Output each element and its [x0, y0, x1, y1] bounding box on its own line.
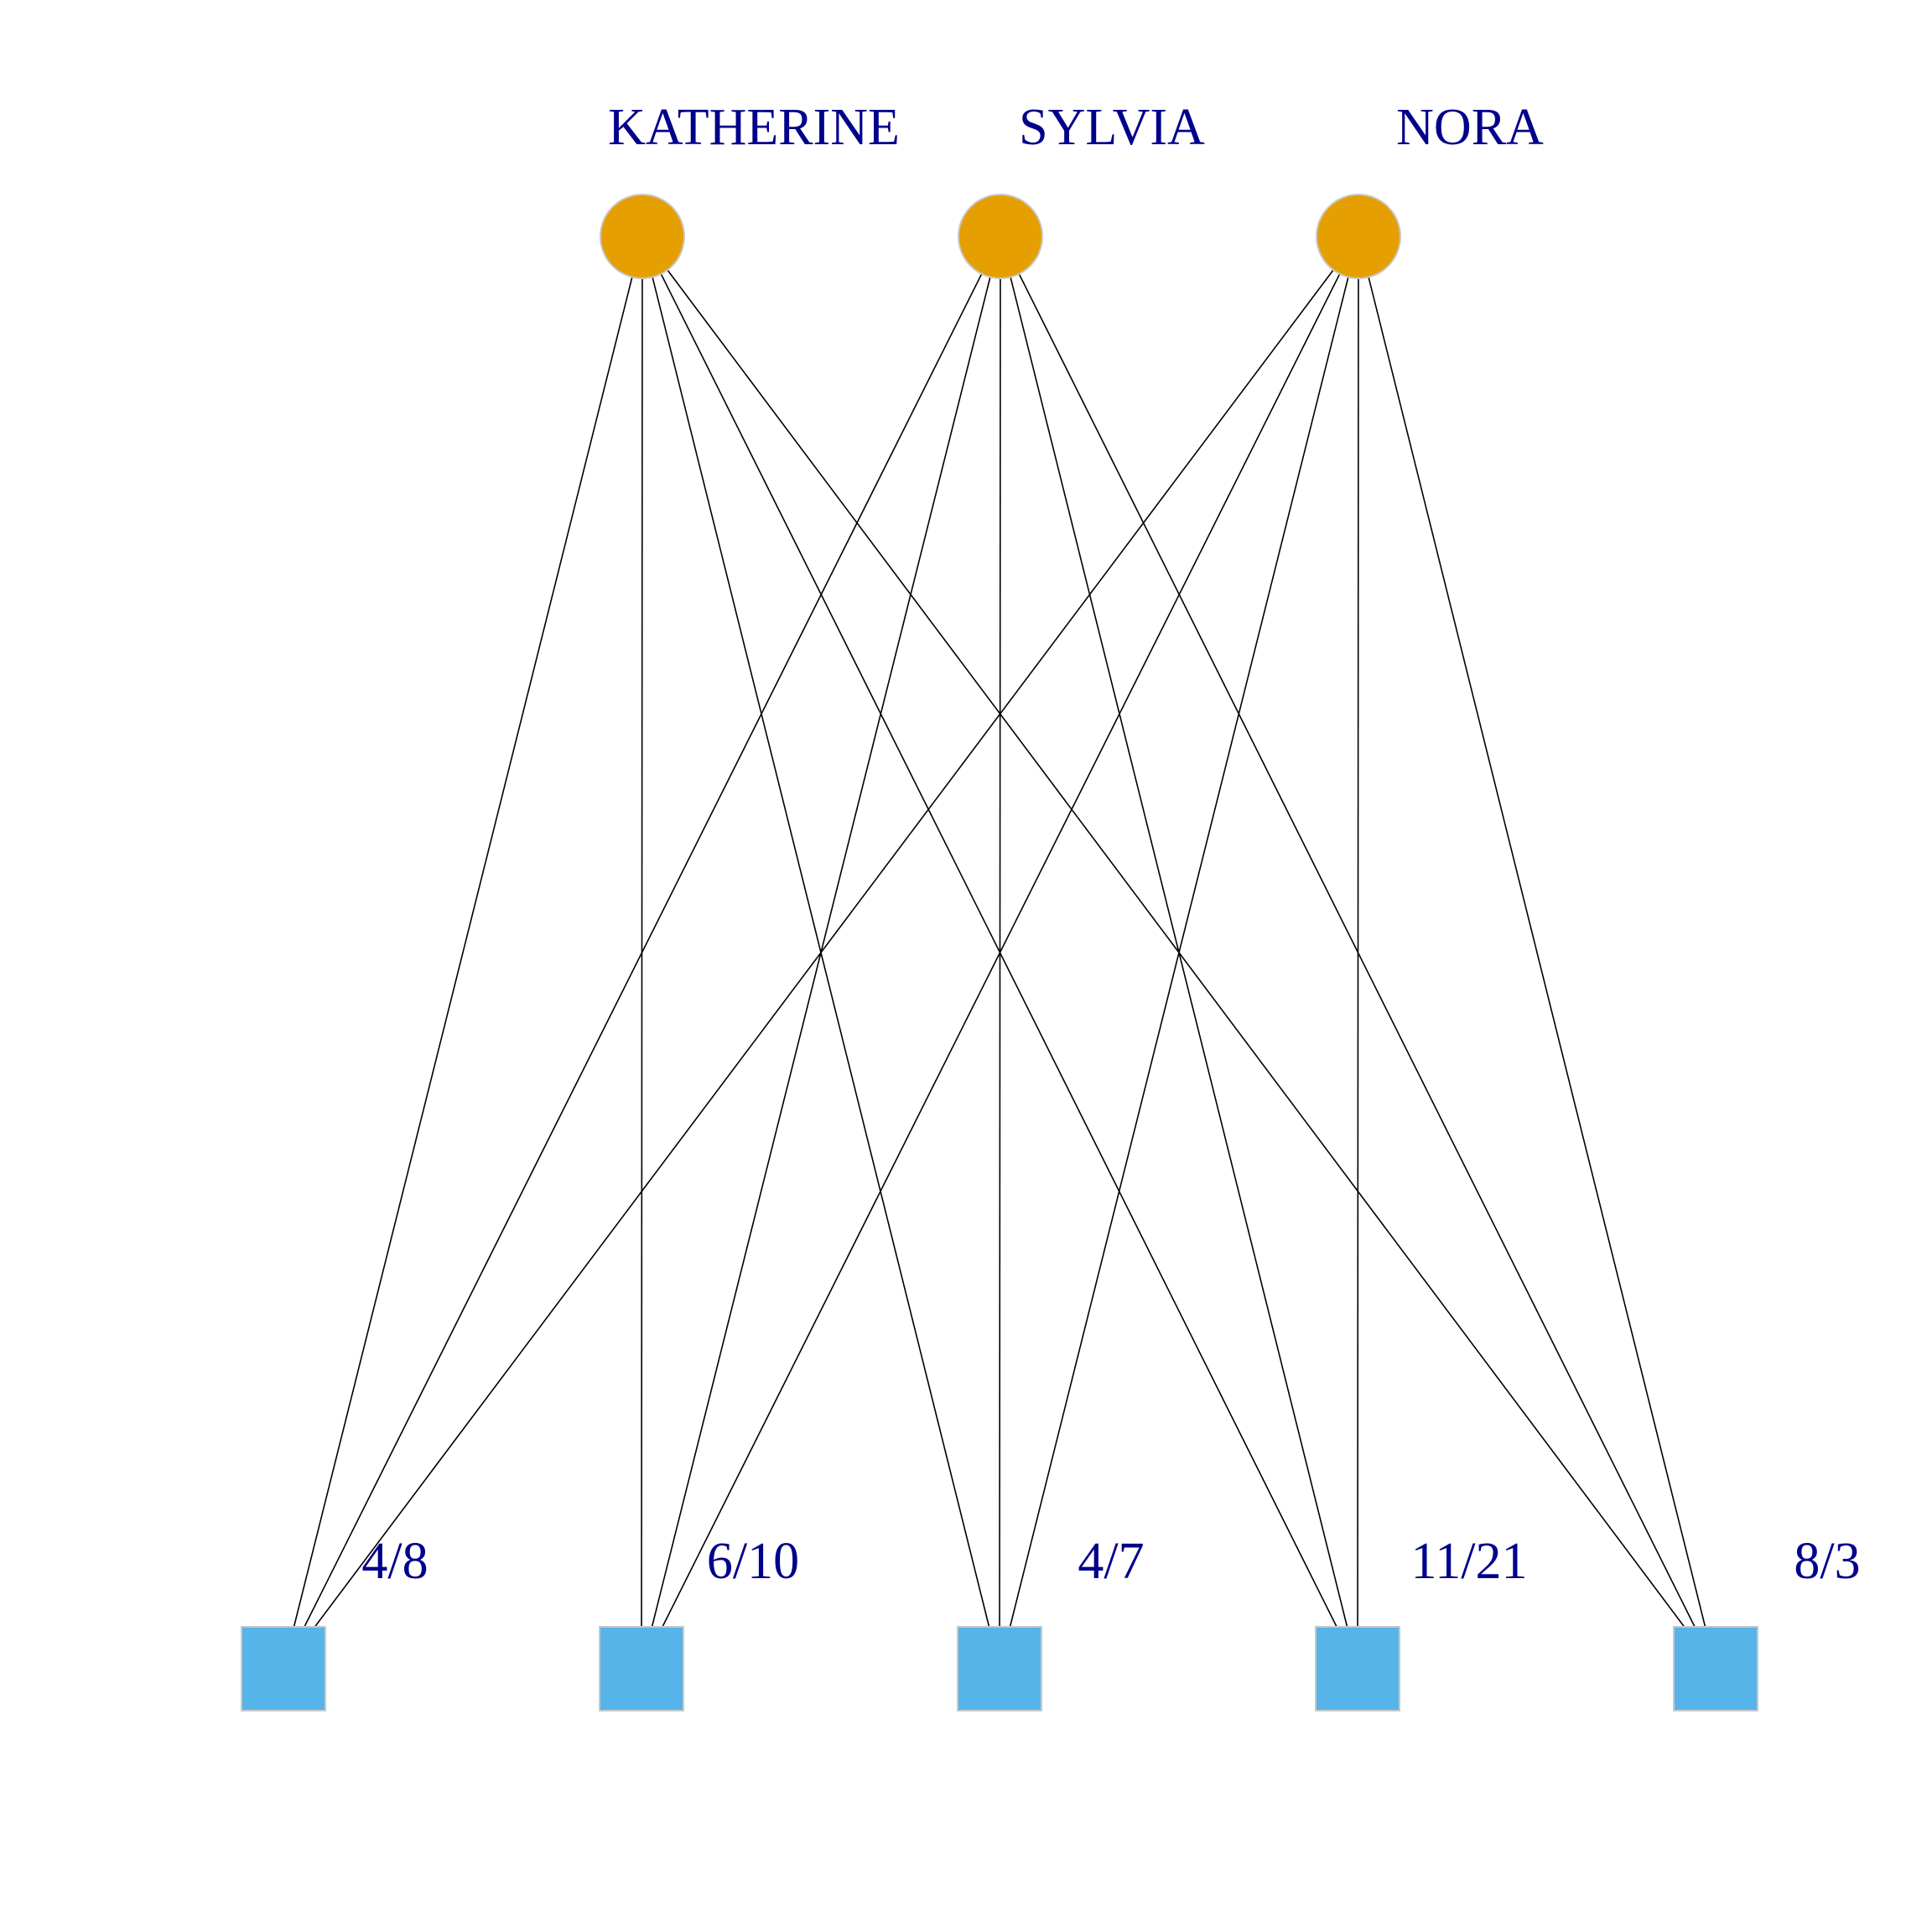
person-node-sylvia [958, 194, 1043, 279]
edges-layer [293, 269, 1706, 1628]
nodes-layer [241, 194, 1758, 1711]
event-node-e3 [957, 1626, 1042, 1711]
edge-sylvia-e1 [304, 273, 983, 1628]
edge-nora-e2 [662, 273, 1341, 1628]
event-label-e4: 11/21 [1411, 1533, 1528, 1590]
edge-katherine-e1 [293, 277, 633, 1628]
edge-katherine-e5 [667, 269, 1685, 1628]
edge-sylvia-e5 [1018, 273, 1696, 1628]
labels-layer: KATHERINE SYLVIA NORA 4/8 6/10 4/7 11/21 8/3 [361, 99, 1860, 1590]
person-label-nora: NORA [1396, 99, 1544, 156]
edge-nora-e5 [1368, 277, 1706, 1628]
person-node-katherine [600, 194, 685, 279]
event-label-e5: 8/3 [1794, 1533, 1860, 1590]
event-node-e2 [599, 1626, 684, 1711]
event-label-e3: 4/7 [1078, 1533, 1144, 1590]
person-label-katherine: KATHERINE [608, 99, 900, 156]
edge-katherine-e4 [660, 273, 1337, 1628]
person-node-nora [1316, 194, 1401, 279]
edge-nora-e3 [1009, 277, 1349, 1628]
event-node-e1 [241, 1626, 326, 1711]
event-label-e2: 6/10 [707, 1533, 799, 1590]
event-node-e4 [1315, 1626, 1400, 1711]
event-node-e5 [1673, 1626, 1758, 1711]
event-label-e1: 4/8 [361, 1533, 428, 1590]
edge-nora-e1 [314, 269, 1334, 1628]
person-label-sylvia: SYLVIA [1019, 99, 1205, 156]
